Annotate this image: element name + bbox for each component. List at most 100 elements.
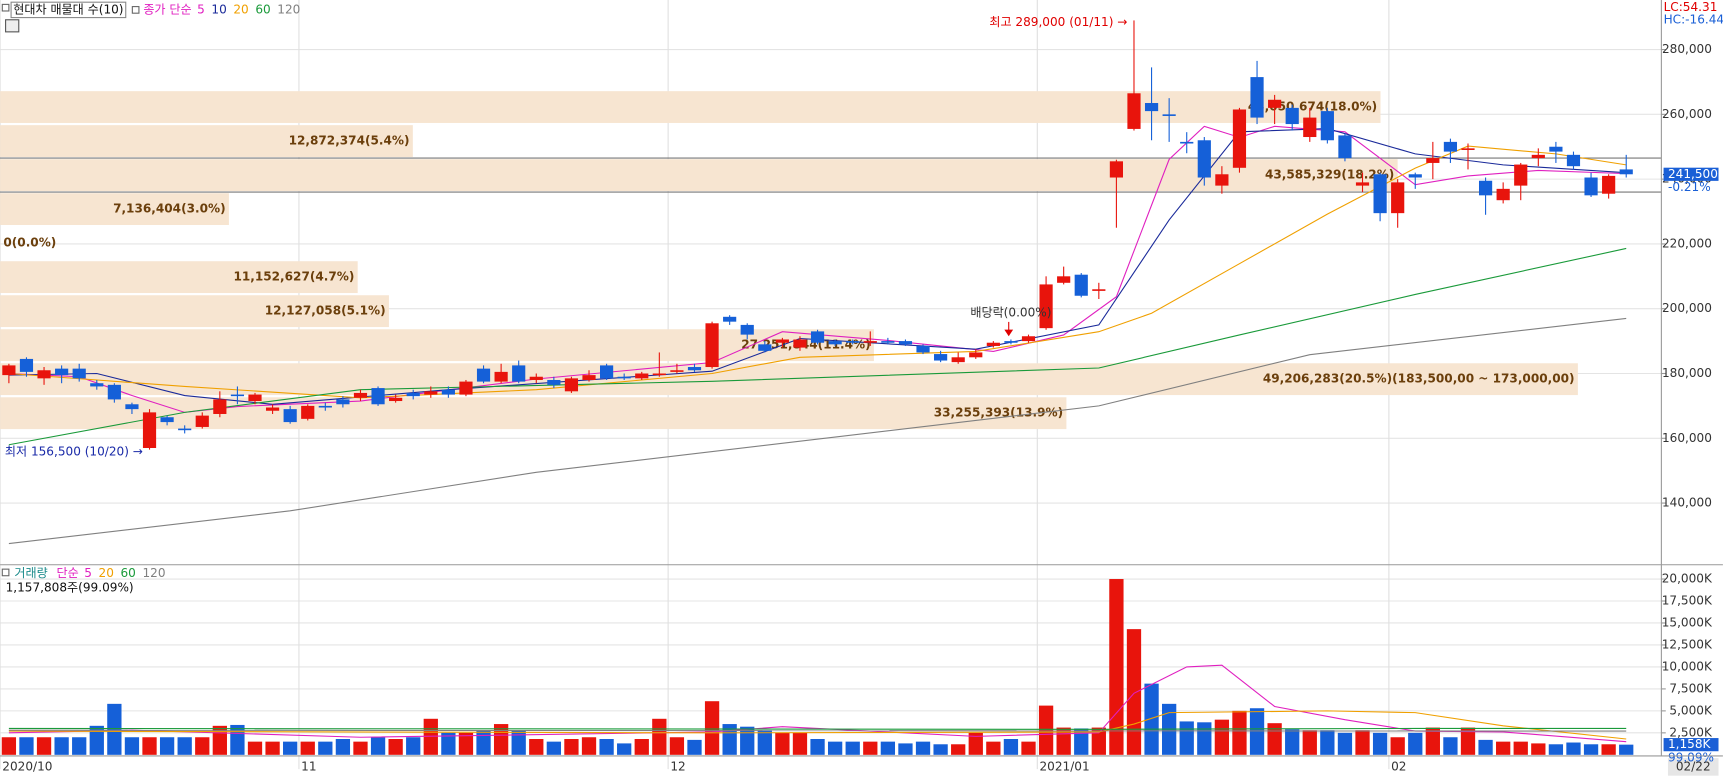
candle-body (758, 344, 772, 351)
y-tick-label: 280,000 (1662, 42, 1712, 56)
candle-body (1144, 103, 1159, 112)
candle-body (336, 399, 350, 405)
candle-body (1162, 114, 1176, 116)
x-tick-label: 11 (301, 759, 316, 773)
y-tick-label: 17,500K (1662, 594, 1713, 608)
annotation: 최저 156,500 (10/20) → (5, 444, 143, 458)
candle-body (652, 373, 666, 376)
candle-body (810, 331, 825, 343)
profile-label: 43,050,674(18.0%) (1248, 100, 1377, 114)
volume-bar (775, 732, 790, 755)
legend-entry: 5 (84, 566, 92, 580)
candle-body (775, 339, 789, 343)
candle-body (230, 394, 245, 397)
volume-bar (986, 741, 1001, 755)
volume-bar (1, 737, 17, 755)
volume-bar (564, 739, 579, 755)
icon[interactable] (1, 3, 10, 12)
candle-body (353, 392, 368, 398)
volume-bar (581, 737, 597, 755)
profile-label: 11,152,627(4.7%) (233, 270, 354, 284)
candle-body (1320, 111, 1334, 141)
annotation-arrow (1004, 329, 1014, 337)
volume-bar (1513, 741, 1528, 755)
candle-body (1531, 154, 1545, 159)
volume-bar (36, 737, 52, 755)
volume-bar (1355, 730, 1370, 755)
profile-band (0, 397, 1067, 430)
legend-entry: 60 (120, 566, 135, 580)
candle-body (389, 397, 403, 402)
volume-bar (265, 741, 280, 755)
volume-bar (335, 739, 351, 755)
candle-body (934, 354, 948, 361)
candle-body (582, 375, 596, 380)
candle-body (898, 341, 913, 345)
ma-line (8, 317, 1627, 545)
candle-body (55, 368, 69, 376)
volume-bar (142, 737, 157, 755)
volume-info: 1,157,808주(99.09%) (6, 580, 134, 594)
candle-body (969, 352, 983, 358)
volume-bar (318, 741, 333, 755)
legend-entry: 10 (211, 2, 226, 16)
ma-line (8, 664, 1627, 743)
legend-entry: 20 (233, 2, 248, 16)
volume-bar (441, 732, 456, 755)
candle-body (195, 415, 209, 427)
candle-body (1215, 174, 1229, 186)
volume-bar (687, 739, 702, 755)
volume-bar (388, 739, 403, 755)
volume-bar (1408, 732, 1423, 755)
candle-body (424, 391, 438, 395)
y-tick-label: 12,500K (1662, 637, 1713, 651)
candle-body (248, 394, 262, 402)
candle-body (1021, 336, 1036, 342)
profile-label: 7,136,404(3.0%) (113, 202, 226, 216)
volume-bar (1425, 727, 1440, 755)
last-change: 99.09% (1668, 750, 1714, 764)
volume-bar (1337, 732, 1353, 755)
candle-body (1232, 109, 1247, 168)
candle-body (459, 381, 473, 395)
volume-bar (1478, 739, 1493, 755)
legend-label: 종가 단순 (143, 2, 191, 16)
profile-band (0, 261, 358, 294)
y-tick-label: 2,500K (1669, 725, 1713, 739)
profile-label: 33,255,393(13.9%) (934, 406, 1063, 420)
volume-bar (283, 741, 298, 755)
ma-line (8, 710, 1627, 740)
candle-body (142, 412, 157, 449)
icon[interactable] (1, 568, 10, 577)
candle-body (160, 417, 174, 423)
volume-bar (1021, 741, 1036, 755)
candle-body (600, 365, 614, 379)
candle-body (1549, 146, 1563, 152)
volume-bar (1531, 743, 1546, 755)
volume-bar (915, 741, 931, 755)
volume-bar (1302, 730, 1317, 755)
candle-body (881, 341, 895, 343)
candle-body (846, 341, 860, 343)
volume-bar (476, 730, 491, 755)
candle-body (1180, 141, 1194, 144)
volume-bar (529, 739, 544, 755)
annotation: 배당락(0.00%) (970, 306, 1051, 320)
volume-bar (652, 718, 667, 755)
volume-bar (1496, 741, 1511, 755)
y-tick-label: 220,000 (1662, 236, 1712, 250)
candle-body (1303, 117, 1317, 138)
legend-entry: 5 (197, 2, 205, 16)
volume-bar (1619, 744, 1634, 755)
candle-body (1338, 135, 1352, 159)
profile-label: 0(0.0%) (3, 236, 56, 250)
candle-body (1109, 161, 1123, 178)
volume-bar (634, 739, 649, 755)
volume-bar (107, 703, 122, 755)
candle-body (529, 376, 543, 380)
candle-body (1461, 148, 1475, 150)
volume-bar (195, 737, 210, 755)
volume-bar (19, 737, 34, 755)
icon[interactable] (5, 19, 20, 33)
